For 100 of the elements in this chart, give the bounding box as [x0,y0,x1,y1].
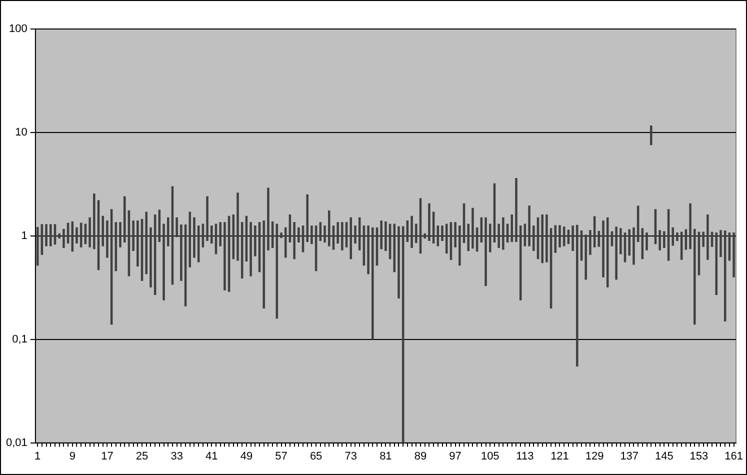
bar [572,226,574,251]
bar [436,226,440,246]
bar [502,217,504,250]
bar [558,225,561,248]
bar [546,214,548,262]
x-tick-label: 113 [516,450,534,462]
bar [541,214,544,264]
bar [267,188,270,250]
bar [106,220,108,258]
bar [372,227,374,340]
x-tick-label: 105 [480,450,500,462]
bar [720,230,722,257]
bar [576,224,578,367]
bar [472,208,474,249]
bar [76,227,78,244]
bar [219,222,222,246]
bar [620,228,622,254]
x-tick-label: 57 [275,450,288,462]
bar [50,224,52,246]
bar [280,232,282,238]
bar [350,217,352,260]
bar [310,226,313,244]
x-tick-label: 1 [34,450,41,462]
bar [410,216,413,248]
bar [224,222,226,290]
bar [702,232,704,247]
bar [658,230,661,250]
x-tick-label: 49 [240,450,253,462]
bar [562,226,566,246]
bar [306,194,308,242]
bar [484,217,487,286]
bar [694,228,696,325]
bar [628,229,630,256]
bar [454,222,456,248]
y-tick-label: 0,01 [6,436,28,449]
bar [45,224,48,246]
bar [254,226,256,256]
bar [324,226,326,242]
bar [672,227,674,246]
x-tick-label: 33 [170,450,183,462]
bar [528,206,530,246]
bar [646,232,648,250]
bar [632,227,635,265]
bar [689,203,692,250]
x-tick-label: 97 [449,450,462,462]
bar [162,224,165,300]
bar [302,226,304,252]
bar [102,216,104,246]
bar [250,222,252,276]
y-tick-label: 1 [21,230,28,242]
bar [62,228,65,248]
bar [706,214,709,260]
bar [58,233,60,239]
bar [498,224,500,248]
bar [458,226,461,266]
x-tick-label: 25 [136,450,148,462]
bar [367,226,370,274]
bar [93,194,96,250]
bar [589,230,592,255]
bar [210,226,213,244]
bar [354,226,356,244]
bar [732,232,735,278]
bar [424,233,426,239]
bar [180,224,182,281]
bar [380,220,382,250]
bar [119,222,122,248]
bar [584,234,587,280]
x-tick-label: 65 [310,450,322,462]
bar [384,221,387,251]
bar [515,178,518,242]
bar [145,212,148,274]
x-tick-label: 145 [654,450,674,462]
x-tick-label: 17 [101,450,114,462]
bar [415,224,418,244]
bar [710,232,714,247]
bar [441,226,444,241]
bar [488,224,492,252]
x-tick-label: 129 [585,450,604,462]
bar [166,217,170,246]
x-tick-label: 121 [550,450,569,462]
bar [262,220,265,309]
bar [193,217,196,258]
bar [298,227,300,242]
x-tick-label: 153 [690,450,708,462]
bar [615,226,618,280]
y-tick-label: 10 [15,126,28,138]
y-tick-label: 100 [9,23,28,36]
x-tick-label: 9 [69,450,76,462]
x-tick-label: 73 [344,450,358,462]
bar [532,226,535,251]
bar [88,217,91,248]
bar [341,222,344,250]
x-tick-label: 81 [380,450,392,462]
bar [336,222,339,244]
bar [236,192,239,261]
bar [602,220,604,278]
y-tick-label: 0,1 [12,333,28,346]
bar [136,220,139,266]
bar [510,214,514,242]
bar [206,196,208,241]
